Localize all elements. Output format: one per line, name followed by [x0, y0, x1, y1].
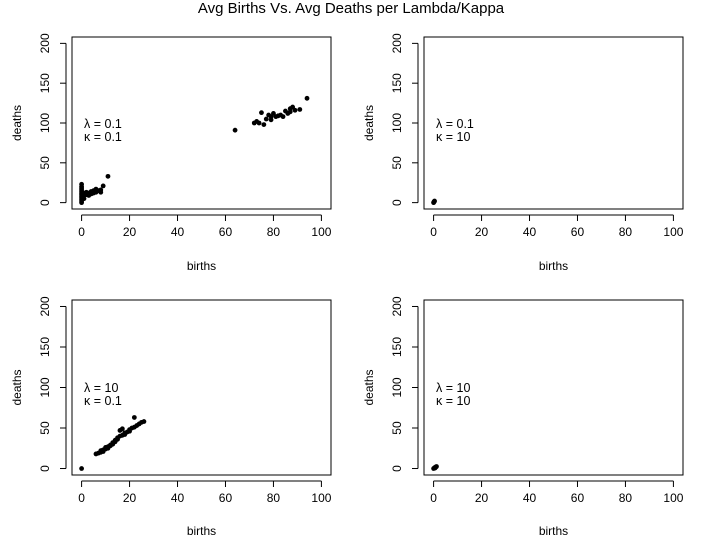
x-tick-label: 60 [219, 491, 233, 505]
x-tick-label: 100 [311, 225, 331, 239]
data-point [131, 415, 137, 420]
x-tick-label: 20 [123, 491, 137, 505]
y-tick-label: 150 [390, 337, 404, 357]
y-tick-label: 100 [38, 377, 52, 397]
data-point [141, 419, 147, 424]
y-tick-label: 150 [38, 73, 52, 93]
lambda-annotation: λ = 0.1 [84, 117, 122, 131]
x-axis-label: births [539, 524, 568, 538]
y-tick-label: 150 [38, 337, 52, 357]
y-tick-label: 100 [390, 377, 404, 397]
data-point [268, 117, 274, 123]
x-axis-label: births [539, 259, 568, 273]
data-point [105, 173, 111, 179]
y-tick-label: 0 [390, 465, 404, 472]
y-tick-label: 50 [38, 421, 52, 435]
x-tick-label: 80 [619, 491, 633, 505]
y-tick-label: 0 [38, 199, 52, 206]
x-tick-label: 100 [663, 491, 683, 505]
data-point [79, 466, 84, 471]
data-point [232, 127, 238, 133]
data-point [100, 183, 106, 189]
data-point [431, 199, 437, 204]
x-tick-label: 20 [123, 225, 137, 239]
data-point [256, 120, 262, 126]
data-point [261, 122, 267, 127]
data-point [259, 110, 264, 116]
x-tick-label: 80 [619, 225, 633, 239]
x-tick-label: 0 [430, 491, 437, 505]
kappa-annotation: κ = 0.1 [84, 130, 122, 144]
panel-3: 0 20 40 60 80 100 0 50 100 150 200 births deaths λ = … [10, 296, 332, 538]
x-tick-label: 20 [475, 225, 489, 239]
y-tick-label: 200 [390, 33, 404, 53]
y-tick-label: 0 [390, 199, 404, 206]
y-tick-label: 50 [390, 156, 404, 170]
y-axis-label: deaths [362, 369, 376, 405]
x-tick-label: 0 [78, 225, 85, 239]
data-point [263, 116, 269, 122]
data-point [79, 181, 84, 187]
x-tick-label: 100 [311, 491, 331, 505]
kappa-annotation: κ = 0.1 [84, 394, 122, 408]
lambda-annotation: λ = 10 [436, 381, 470, 395]
x-tick-label: 40 [171, 225, 185, 239]
y-tick-label: 100 [390, 113, 404, 133]
y-tick-label: 50 [390, 421, 404, 435]
y-tick-label: 150 [390, 73, 404, 93]
y-tick-label: 200 [38, 33, 52, 53]
panel-1: 0 20 40 60 80 100 0 50 100 150 200 births deaths λ = … [10, 33, 332, 273]
plot-frame [71, 36, 332, 210]
lambda-annotation: λ = 0.1 [436, 117, 474, 131]
x-tick-label: 40 [523, 225, 537, 239]
y-tick-label: 0 [38, 465, 52, 472]
figure-title: Avg Births Vs. Avg Deaths per Lambda/Kap… [198, 0, 505, 17]
panel-2: 0 20 40 60 80 100 0 50 100 150 200 births deaths λ = … [362, 33, 684, 273]
x-tick-label: 60 [571, 225, 585, 239]
data-point [432, 465, 438, 471]
lambda-annotation: λ = 10 [84, 381, 118, 395]
x-axis-label: births [187, 259, 216, 273]
x-tick-label: 100 [663, 225, 683, 239]
kappa-annotation: κ = 10 [436, 394, 470, 408]
data-point [297, 107, 303, 112]
plot-frame [423, 299, 684, 476]
data-point [292, 107, 298, 113]
x-tick-label: 80 [267, 491, 281, 505]
x-axis-label: births [187, 524, 216, 538]
x-tick-label: 60 [571, 491, 585, 505]
plot-frame [71, 299, 332, 476]
y-axis-label: deaths [10, 105, 24, 141]
x-tick-label: 80 [267, 225, 281, 239]
x-tick-label: 20 [475, 491, 489, 505]
y-tick-label: 100 [38, 113, 52, 133]
data-point [119, 426, 125, 432]
plot-frame [423, 36, 684, 210]
y-tick-label: 200 [38, 296, 52, 316]
panel-4: 0 20 40 60 80 100 0 50 100 150 200 births deaths λ = … [362, 296, 684, 538]
y-axis-label: deaths [362, 105, 376, 141]
y-tick-label: 200 [390, 296, 404, 316]
y-tick-label: 50 [38, 156, 52, 170]
x-tick-label: 0 [78, 491, 85, 505]
x-tick-label: 60 [219, 225, 233, 239]
x-tick-label: 40 [171, 491, 185, 505]
x-tick-label: 0 [430, 225, 437, 239]
data-point [280, 114, 286, 120]
x-tick-label: 40 [523, 491, 537, 505]
y-axis-label: deaths [10, 369, 24, 405]
data-point [304, 95, 310, 101]
kappa-annotation: κ = 10 [436, 130, 470, 144]
data-point [287, 109, 293, 115]
data-point [98, 189, 104, 195]
